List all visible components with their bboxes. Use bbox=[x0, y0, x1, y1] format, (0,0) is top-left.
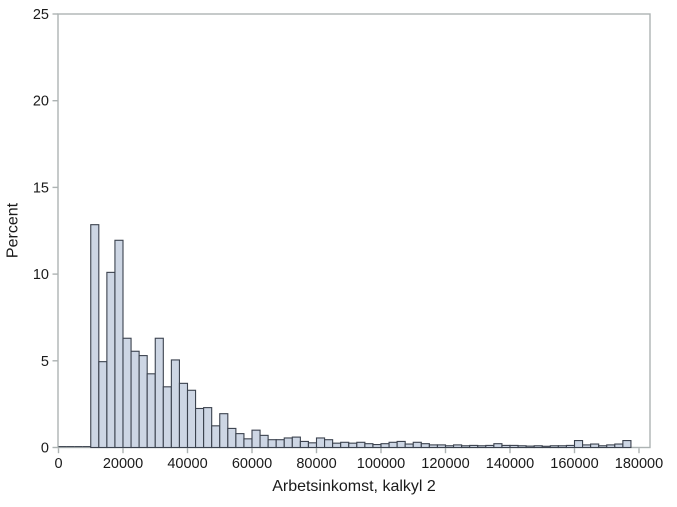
histogram-bar bbox=[162, 386, 172, 449]
x-tick-label: 0 bbox=[54, 456, 62, 472]
histogram-bar bbox=[372, 444, 382, 449]
histogram-bar bbox=[533, 445, 543, 449]
histogram-bar bbox=[170, 359, 180, 449]
histogram-bar bbox=[307, 442, 318, 449]
y-tick-label: 20 bbox=[33, 94, 49, 110]
histogram-bar bbox=[485, 444, 495, 449]
x-tick-label: 80000 bbox=[296, 456, 336, 472]
x-axis-title: Arbetsinkomst, kalkyl 2 bbox=[272, 478, 436, 495]
histogram-bar bbox=[420, 443, 430, 449]
histogram-bar bbox=[557, 445, 567, 449]
histogram-bar bbox=[380, 443, 390, 449]
histogram-bar bbox=[243, 438, 253, 449]
y-tick-label: 0 bbox=[41, 441, 49, 457]
x-tick-label: 140000 bbox=[486, 456, 534, 472]
histogram-bar bbox=[541, 445, 551, 449]
histogram-bar bbox=[106, 271, 116, 449]
histogram-bar bbox=[235, 433, 245, 449]
histogram-bar bbox=[493, 443, 503, 449]
histogram-bar bbox=[340, 441, 350, 449]
histogram-bar bbox=[461, 445, 471, 449]
histogram-bar bbox=[259, 434, 269, 449]
histogram-bar bbox=[582, 444, 592, 449]
histogram-bar bbox=[501, 444, 511, 449]
x-tick-label: 40000 bbox=[167, 456, 207, 472]
histogram-bar bbox=[90, 224, 100, 449]
histogram-bar bbox=[227, 427, 237, 449]
histogram-bar bbox=[573, 440, 584, 449]
histogram-bar bbox=[356, 441, 366, 449]
histogram-bar bbox=[186, 389, 197, 449]
y-tick-label: 10 bbox=[33, 267, 49, 283]
histogram-bar bbox=[291, 436, 301, 449]
x-tick-label: 20000 bbox=[103, 456, 143, 472]
histogram-bar bbox=[211, 425, 221, 449]
histogram-bar bbox=[453, 444, 463, 449]
histogram-bar bbox=[614, 443, 624, 449]
histogram-bar bbox=[195, 407, 205, 449]
histogram-bar bbox=[138, 355, 148, 449]
histogram-bar bbox=[590, 443, 600, 449]
histogram-bar bbox=[178, 382, 189, 449]
histogram-bar bbox=[348, 442, 358, 449]
histogram-bar bbox=[219, 413, 229, 449]
histogram-bar bbox=[146, 373, 156, 449]
histogram-bar bbox=[525, 445, 535, 449]
histogram-bar bbox=[469, 444, 479, 449]
histogram-bar bbox=[154, 337, 164, 449]
x-tick-label: 160000 bbox=[550, 456, 598, 472]
histogram-bar bbox=[122, 337, 132, 449]
histogram-bar bbox=[388, 441, 398, 449]
histogram-bar bbox=[364, 443, 374, 449]
histogram-bar bbox=[130, 350, 140, 449]
histogram-bar bbox=[622, 440, 632, 449]
histogram-bar bbox=[275, 439, 285, 449]
x-tick-label: 100000 bbox=[357, 456, 405, 472]
histogram-bar bbox=[444, 445, 455, 449]
histogram-bar bbox=[267, 439, 277, 449]
histogram-bar bbox=[436, 444, 447, 449]
histogram-bar bbox=[565, 444, 576, 449]
histogram-bar bbox=[606, 444, 616, 449]
y-tick-label: 25 bbox=[33, 7, 49, 23]
histogram-bar bbox=[203, 407, 213, 449]
histogram-bar bbox=[477, 445, 487, 449]
histogram-bar bbox=[412, 441, 422, 449]
y-tick-label: 5 bbox=[41, 354, 49, 370]
histogram-bar bbox=[428, 444, 438, 449]
histogram-bar bbox=[332, 442, 342, 449]
x-tick-label: 180000 bbox=[615, 456, 663, 472]
histogram-bar bbox=[315, 437, 326, 449]
x-tick-label: 120000 bbox=[421, 456, 469, 472]
histogram-bar bbox=[509, 444, 519, 449]
histogram-bar bbox=[517, 445, 527, 449]
histogram-bar bbox=[404, 443, 414, 449]
histogram-bar bbox=[98, 361, 108, 449]
x-tick-label: 60000 bbox=[232, 456, 272, 472]
histogram-bar bbox=[549, 445, 559, 449]
histogram-bar bbox=[396, 440, 406, 449]
histogram-bar bbox=[251, 429, 261, 449]
histogram-bar bbox=[324, 439, 334, 449]
y-axis-title: Percent bbox=[4, 202, 22, 259]
histogram-bar bbox=[283, 437, 293, 449]
histogram-bar bbox=[299, 440, 309, 449]
histogram-bar bbox=[598, 445, 608, 449]
histogram-bar bbox=[114, 239, 124, 449]
y-tick-label: 15 bbox=[33, 180, 49, 196]
